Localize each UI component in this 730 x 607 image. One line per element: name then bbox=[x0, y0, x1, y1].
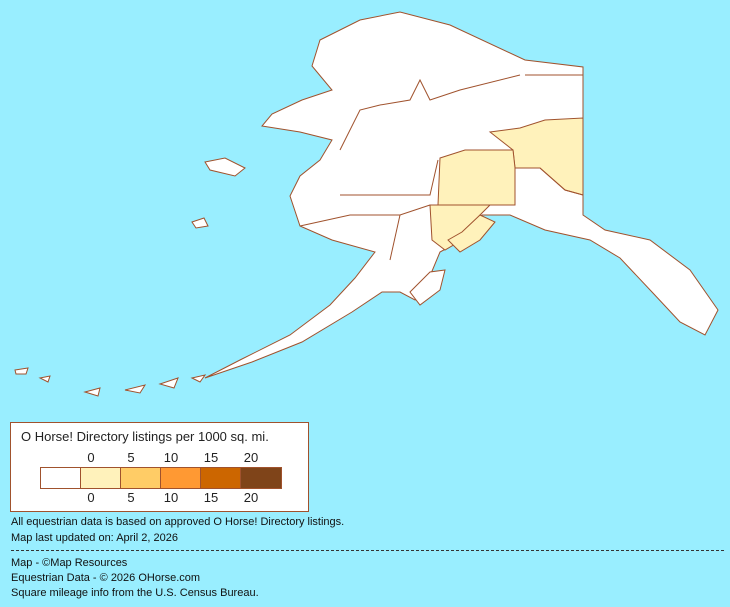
tick: 20 bbox=[243, 490, 259, 505]
updated-note: Map last updated on: April 2, 2026 bbox=[11, 532, 178, 544]
island-kodiak[interactable] bbox=[409, 269, 446, 306]
tick: 0 bbox=[87, 490, 95, 505]
tick: 15 bbox=[203, 490, 219, 505]
swatch bbox=[81, 468, 121, 488]
tick: 20 bbox=[243, 450, 259, 465]
tick: 5 bbox=[127, 490, 135, 505]
swatch bbox=[201, 468, 241, 488]
alaska-map bbox=[14, 11, 719, 397]
data-credit: Equestrian Data - © 2026 OHorse.com bbox=[11, 572, 201, 584]
tick: 15 bbox=[203, 450, 219, 465]
island-nunivak[interactable] bbox=[191, 217, 209, 229]
swatch bbox=[41, 468, 81, 488]
aleutian-islands bbox=[14, 367, 207, 397]
borough-kenai[interactable] bbox=[447, 214, 496, 253]
tick: 0 bbox=[87, 450, 95, 465]
map-credit: Map - ©Map Resources bbox=[11, 557, 128, 569]
legend: O Horse! Directory listings per 1000 sq.… bbox=[10, 422, 309, 512]
legend-title: O Horse! Directory listings per 1000 sq.… bbox=[21, 429, 269, 444]
tick: 10 bbox=[163, 450, 179, 465]
borough-fairbanks-denali[interactable] bbox=[437, 149, 516, 206]
swatch bbox=[241, 468, 281, 488]
tick: 5 bbox=[127, 450, 135, 465]
island-st-lawrence[interactable] bbox=[204, 157, 246, 177]
borough-borders bbox=[299, 74, 584, 261]
data-note: All equestrian data is based on approved… bbox=[11, 516, 345, 528]
divider bbox=[11, 550, 724, 551]
swatch bbox=[161, 468, 201, 488]
tick: 10 bbox=[163, 490, 179, 505]
legend-color-scale bbox=[40, 467, 282, 489]
census-credit: Square mileage info from the U.S. Census… bbox=[11, 587, 259, 599]
swatch bbox=[121, 468, 161, 488]
shaded-boroughs bbox=[429, 117, 584, 253]
